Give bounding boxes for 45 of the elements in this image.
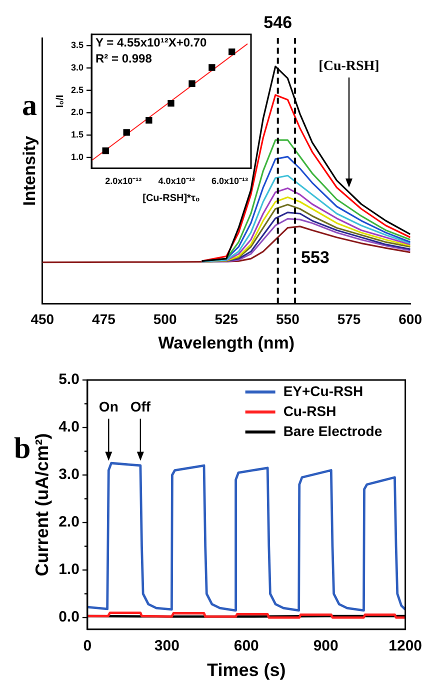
annotation: Y = 4.55x10¹²X+0.70 [96, 36, 208, 50]
y-tick-label: 4.0 [58, 418, 80, 436]
y-tick-label: 5.0 [58, 371, 80, 388]
x-tick-label: 550 [276, 311, 300, 328]
x-tick-label: 600 [234, 638, 259, 655]
y-tick-label: 1.5 [70, 130, 84, 140]
x-tick-label: 600 [398, 311, 422, 328]
y-axis-title: Intensity [20, 135, 39, 206]
x-tick-label: 2.0x10⁻¹³ [105, 176, 142, 186]
y-tick-label: 2.5 [70, 84, 84, 95]
y-tick-label: 0.0 [58, 608, 80, 626]
y-tick-label: 1.0 [58, 561, 80, 578]
y-axis-title: Current (uA/cm²) [32, 433, 52, 576]
x-tick-label: 475 [92, 311, 116, 328]
annotation: R² = 0.998 [96, 52, 152, 66]
x-tick-label: 0 [83, 638, 92, 655]
ref-line-label: 546 [264, 13, 292, 32]
x-tick-label: 4.0x10⁻¹³ [158, 176, 195, 186]
x-axis-title: Wavelength (nm) [158, 333, 295, 352]
y-tick-label: 3.5 [70, 40, 84, 50]
y-tick-label: 1.0 [70, 152, 84, 162]
annotation: [Cu-RSH] [318, 59, 380, 74]
x-tick-label: 575 [337, 311, 361, 328]
text: a [22, 89, 37, 122]
annotation: On [98, 398, 118, 415]
x-tick-label: 500 [153, 311, 177, 328]
x-tick-label: 6.0x10⁻¹³ [211, 176, 248, 186]
y-tick-label: 2.0 [58, 514, 80, 531]
y-tick-label: 2.0 [70, 107, 84, 118]
y-tick-label: 3.0 [58, 466, 80, 484]
x-tick-label: 900 [313, 638, 338, 655]
x-axis-title: [Cu-RSH]*τ₀ [142, 192, 200, 204]
legend-label: Cu-RSH [283, 402, 336, 419]
x-tick-label: 450 [30, 311, 54, 328]
x-tick-label: 300 [154, 638, 180, 655]
x-tick-label: 1200 [388, 638, 422, 655]
legend-label: EY+Cu-RSH [283, 382, 364, 399]
legend-label: Bare Electrode [283, 422, 382, 439]
text: b [14, 432, 31, 465]
x-tick-label: 525 [214, 311, 238, 328]
ref-line-label: 553 [301, 248, 330, 267]
y-axis-title: I₀/I [54, 94, 66, 108]
annotation: Off [130, 398, 151, 415]
y-tick-label: 3.0 [70, 62, 84, 72]
x-axis-title: Times (s) [207, 660, 286, 680]
